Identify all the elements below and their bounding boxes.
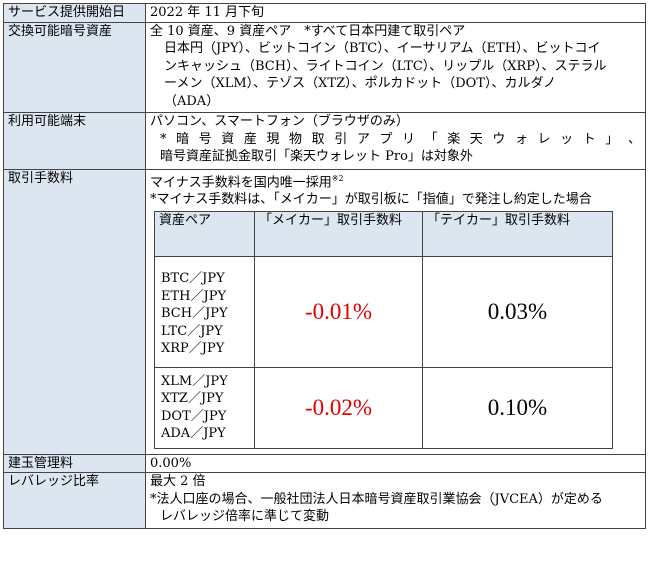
fees-condition-note: *マイナス手数料は、「メイカー」が取引板に「指値」で発注し約定した場合 [150,192,592,208]
header-maker-fee: 「メイカー」取引手数料 [254,210,423,257]
pair-list-group1: BTC／JPY ETH／JPY BCH／JPY LTC／JPY XRP／JPY [154,255,255,368]
devices-note-char: 「 [424,131,438,147]
assets-list-line: ーメン（XLM）、テゾス（XTZ）、ポルカドット（DOT）、カルダノ [164,76,557,91]
pair-list-group2: XLM／JPY XTZ／JPY DOT／JPY ADA／JPY [154,366,255,449]
taker-fee-group1: 0.03% [422,255,613,368]
row-tradable-assets: 交換可能暗号資産 全 10 資産、9 資産ペア *すべて日本円建て取引ペア 日本… [3,21,646,113]
row-leverage: レバレッジ比率 最大 2 倍 *法人口座の場合、一般社団法人日本暗号資産取引業協… [3,472,646,529]
label-start-date: サービス提供開始日 [3,3,146,23]
pair-item: BCH／JPY [161,306,228,322]
row-trading-fees: 取引手数料 マイナス手数料を国内唯一採用※2 *マイナス手数料は、「メイカー」が… [3,168,646,455]
pair-item: ETH／JPY [161,288,227,304]
label-trading-fees: 取引手数料 [3,168,146,455]
assets-list-line: （ADA） [164,93,220,109]
devices-note-char: レ [537,131,551,147]
fee-table-header: 資産ペア 「メイカー」取引手数料 「テイカー」取引手数料 [154,210,613,257]
header-taker-fee: 「テイカー」取引手数料 [422,210,613,257]
value-tradable-assets: 全 10 資産、9 資産ペア *すべて日本円建て取引ペア 日本円（JPY）、ビッ… [145,21,646,113]
fee-row-group1: BTC／JPY ETH／JPY BCH／JPY LTC／JPY XRP／JPY … [154,255,613,368]
devices-note-char: ト [582,131,596,147]
devices-note-char: ア [356,131,370,147]
pair-item: XTZ／JPY [161,391,224,407]
devices-note-char: ウ [492,131,506,147]
devices-note-char: リ [402,131,416,147]
fees-negative-note: マイナス手数料を国内唯一採用※2 [150,173,344,190]
devices-note-char: プ [379,131,393,147]
footnote-mark: ※2 [331,173,344,183]
devices-note-char: 号 [198,131,212,147]
devices-note-app: * 暗号資産現物取引アプリ「楽天ウォレット」、 [150,131,641,149]
maker-fee-group2: -0.02% [254,366,423,449]
row-start-date: サービス提供開始日 2022 年 11 月下旬 [3,3,646,23]
pair-item: LTC／JPY [161,323,223,339]
pair-item: DOT／JPY [161,408,227,424]
value-devices: パソコン、スマートフォン（ブラウザのみ） * 暗号資産現物取引アプリ「楽天ウォレッ… [145,112,646,170]
devices-note-char: 現 [266,131,280,147]
value-start-date: 2022 年 11 月下旬 [145,3,646,23]
label-position-fee: 建玉管理料 [3,453,146,474]
devices-note-char: ッ [560,131,574,147]
devices-note-char: 資 [221,131,235,147]
devices-note-char: 」 [605,131,619,147]
value-position-fee: 0.00% [145,453,646,474]
leverage-note-cont: レバレッジ倍率に準じて変動 [160,509,330,525]
pair-item: XRP／JPY [161,341,225,357]
devices-note-char: 引 [334,131,348,147]
label-tradable-assets: 交換可能暗号資産 [3,21,146,113]
leverage-max: 最大 2 倍 [150,474,206,490]
label-devices: 利用可能端末 [3,112,146,170]
devices-note-char: 暗 [176,131,190,147]
value-trading-fees: マイナス手数料を国内唯一採用※2 *マイナス手数料は、「メイカー」が取引板に「指… [145,168,646,455]
value-leverage: 最大 2 倍 *法人口座の場合、一般社団法人日本暗号資産取引業協会（JVCEA）… [145,472,646,529]
leverage-note: *法人口座の場合、一般社団法人日本暗号資産取引業協会（JVCEA）が定める [150,491,603,507]
devices-note-char: ォ [514,131,528,147]
service-info-table: サービス提供開始日 2022 年 11 月下旬 交換可能暗号資産 全 10 資産… [3,3,646,529]
label-leverage: レバレッジ比率 [3,472,146,529]
devices-note-char: 、 [627,131,641,147]
devices-list: パソコン、スマートフォン（ブラウザのみ） [150,114,409,129]
assets-list-line: 日本円（JPY）、ビットコイン（BTC）、イーサリアム（ETH）、ビットコイ [164,41,601,56]
row-devices: 利用可能端末 パソコン、スマートフォン（ブラウザのみ） * 暗号資産現物取引アプリ… [3,112,646,170]
pair-item: ADA／JPY [161,426,226,442]
row-position-fee: 建玉管理料 0.00% [3,453,646,474]
pair-item: XLM／JPY [161,373,228,389]
pair-item: BTC／JPY [161,271,225,287]
devices-note-char: 物 [289,131,303,147]
maker-fee-group1: -0.01% [254,255,423,368]
devices-note-pro: 暗号資産証拠金取引「楽天ウォレット Pro」は対象外 [160,149,473,164]
devices-note-char: 産 [243,131,257,147]
assets-summary: 全 10 資産、9 資産ペア *すべて日本円建て取引ペア [150,23,466,39]
assets-list-line: ンキャッシュ（BCH）、ライトコイン（LTC）、リップル（XRP）、ステラル [164,58,607,74]
devices-note-char: 天 [469,131,483,147]
fee-table: 資産ペア 「メイカー」取引手数料 「テイカー」取引手数料 BTC／JPY ETH… [154,210,613,449]
taker-fee-group2: 0.10% [422,366,613,449]
devices-note-char: * [160,131,167,147]
header-pair: 資産ペア [154,210,255,257]
devices-note-char: 取 [311,131,325,147]
fee-row-group2: XLM／JPY XTZ／JPY DOT／JPY ADA／JPY -0.02% 0… [154,366,613,449]
devices-note-char: 楽 [447,131,461,147]
